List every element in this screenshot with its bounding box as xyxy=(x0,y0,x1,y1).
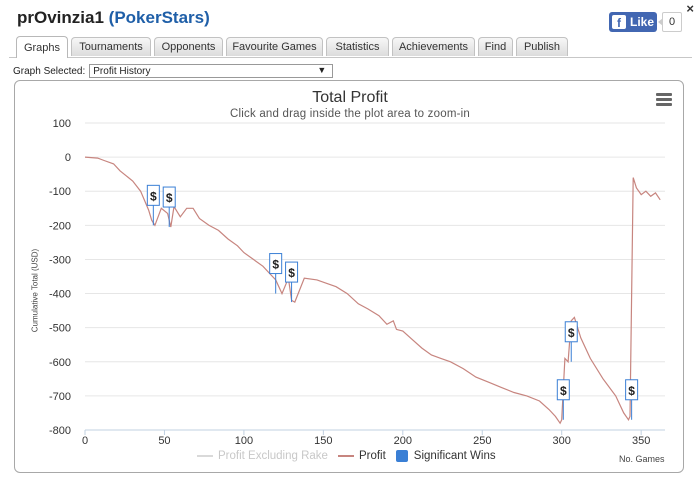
plot-area[interactable]: 100 0 -100 -200 -300 -400 -500 -600 -700 -800 0 50 1… xyxy=(15,81,683,472)
tab-bar: Graphs Tournaments Opponents Favourite G… xyxy=(9,35,692,58)
graph-select-label: Graph Selected: xyxy=(13,65,86,77)
series-line-profit xyxy=(84,156,661,425)
x-tick-label: 50 xyxy=(158,435,170,447)
legend-item-significant-wins[interactable]: Significant Wins xyxy=(395,450,496,462)
x-tick-label: 350 xyxy=(632,435,650,447)
facebook-like-label: Like xyxy=(630,15,655,29)
svg-text:$: $ xyxy=(568,326,575,340)
close-icon[interactable]: × xyxy=(686,1,694,16)
player-name: prOvinzia1 xyxy=(17,8,104,27)
x-tick-label: 0 xyxy=(82,435,88,447)
tab-statistics[interactable]: Statistics xyxy=(326,37,389,56)
y-tick-label: -100 xyxy=(49,186,71,198)
x-tick-label: 250 xyxy=(473,435,491,447)
x-tick-label: 100 xyxy=(235,435,253,447)
facebook-icon: f xyxy=(612,15,626,29)
svg-text:$: $ xyxy=(166,191,173,205)
significant-win-flag[interactable]: $ xyxy=(564,321,578,362)
dropdown-arrow-icon: ▼ xyxy=(317,65,327,75)
legend-label-excl-rake: Profit Excluding Rake xyxy=(218,450,328,462)
graph-select-dropdown[interactable]: Profit History ▼ xyxy=(89,64,334,78)
y-tick-label: -600 xyxy=(49,357,71,369)
tab-find[interactable]: Find xyxy=(478,37,513,56)
graph-select-row: Graph Selected: Profit History ▼ xyxy=(13,64,334,78)
significant-win-flag[interactable]: $ xyxy=(556,379,570,420)
y-tick-label: 100 xyxy=(53,118,71,130)
tab-achievements[interactable]: Achievements xyxy=(392,37,475,56)
significant-win-flag[interactable]: $ xyxy=(625,379,639,420)
facebook-like-button[interactable]: f Like xyxy=(609,12,657,32)
page-title: prOvinzia1 (PokerStars) xyxy=(17,8,210,28)
svg-text:$: $ xyxy=(560,384,567,398)
legend-item-profit[interactable]: Profit xyxy=(337,450,386,462)
significant-win-flag[interactable]: $ xyxy=(269,253,283,294)
y-axis-label: Cumulative Total (USD) xyxy=(30,248,40,333)
y-tick-label: -700 xyxy=(49,391,71,403)
facebook-like-count: 0 xyxy=(658,12,682,32)
y-tick-label: -800 xyxy=(49,425,71,437)
legend-line-profit xyxy=(337,455,354,457)
chart-container[interactable]: Total Profit Click and drag inside the p… xyxy=(14,80,684,473)
x-tick-label: 200 xyxy=(394,435,412,447)
legend-item-profit-excluding-rake[interactable]: Profit Excluding Rake xyxy=(197,450,328,462)
chart-subtitle: Click and drag inside the plot area to z… xyxy=(230,108,470,120)
legend-box-wins xyxy=(395,450,408,462)
chart-legend: Profit Excluding Rake Profit Significant… xyxy=(197,450,506,462)
site-name[interactable]: (PokerStars) xyxy=(108,8,210,27)
significant-win-flag[interactable]: $ xyxy=(162,186,176,228)
legend-label-wins: Significant Wins xyxy=(413,450,496,462)
x-tick-label: 150 xyxy=(314,435,332,447)
x-axis-label: No. Games xyxy=(619,454,665,464)
y-tick-label: -400 xyxy=(49,289,71,301)
svg-text:$: $ xyxy=(272,258,279,272)
svg-text:$: $ xyxy=(628,384,635,398)
tab-publish[interactable]: Publish xyxy=(516,37,568,56)
chart-menu-icon[interactable] xyxy=(656,93,672,106)
svg-text:$: $ xyxy=(288,266,295,280)
significant-win-flag[interactable]: $ xyxy=(285,261,299,303)
y-tick-label: -200 xyxy=(49,220,71,232)
tab-graphs[interactable]: Graphs xyxy=(16,36,68,58)
significant-win-flag[interactable]: $ xyxy=(146,184,160,226)
tab-favourite-games[interactable]: Favourite Games xyxy=(226,37,323,56)
x-tick-label: 300 xyxy=(553,435,571,447)
tab-tournaments[interactable]: Tournaments xyxy=(71,37,151,56)
y-tick-label: -300 xyxy=(49,254,71,266)
graph-select-value: Profit History xyxy=(93,65,151,77)
chart-title: Total Profit xyxy=(312,89,388,106)
y-tick-label: 0 xyxy=(65,152,71,164)
tab-opponents[interactable]: Opponents xyxy=(154,37,223,56)
legend-label-profit: Profit xyxy=(358,450,386,462)
legend-line-excl-rake xyxy=(197,455,213,457)
svg-text:$: $ xyxy=(150,189,157,203)
y-tick-label: -500 xyxy=(49,323,71,335)
